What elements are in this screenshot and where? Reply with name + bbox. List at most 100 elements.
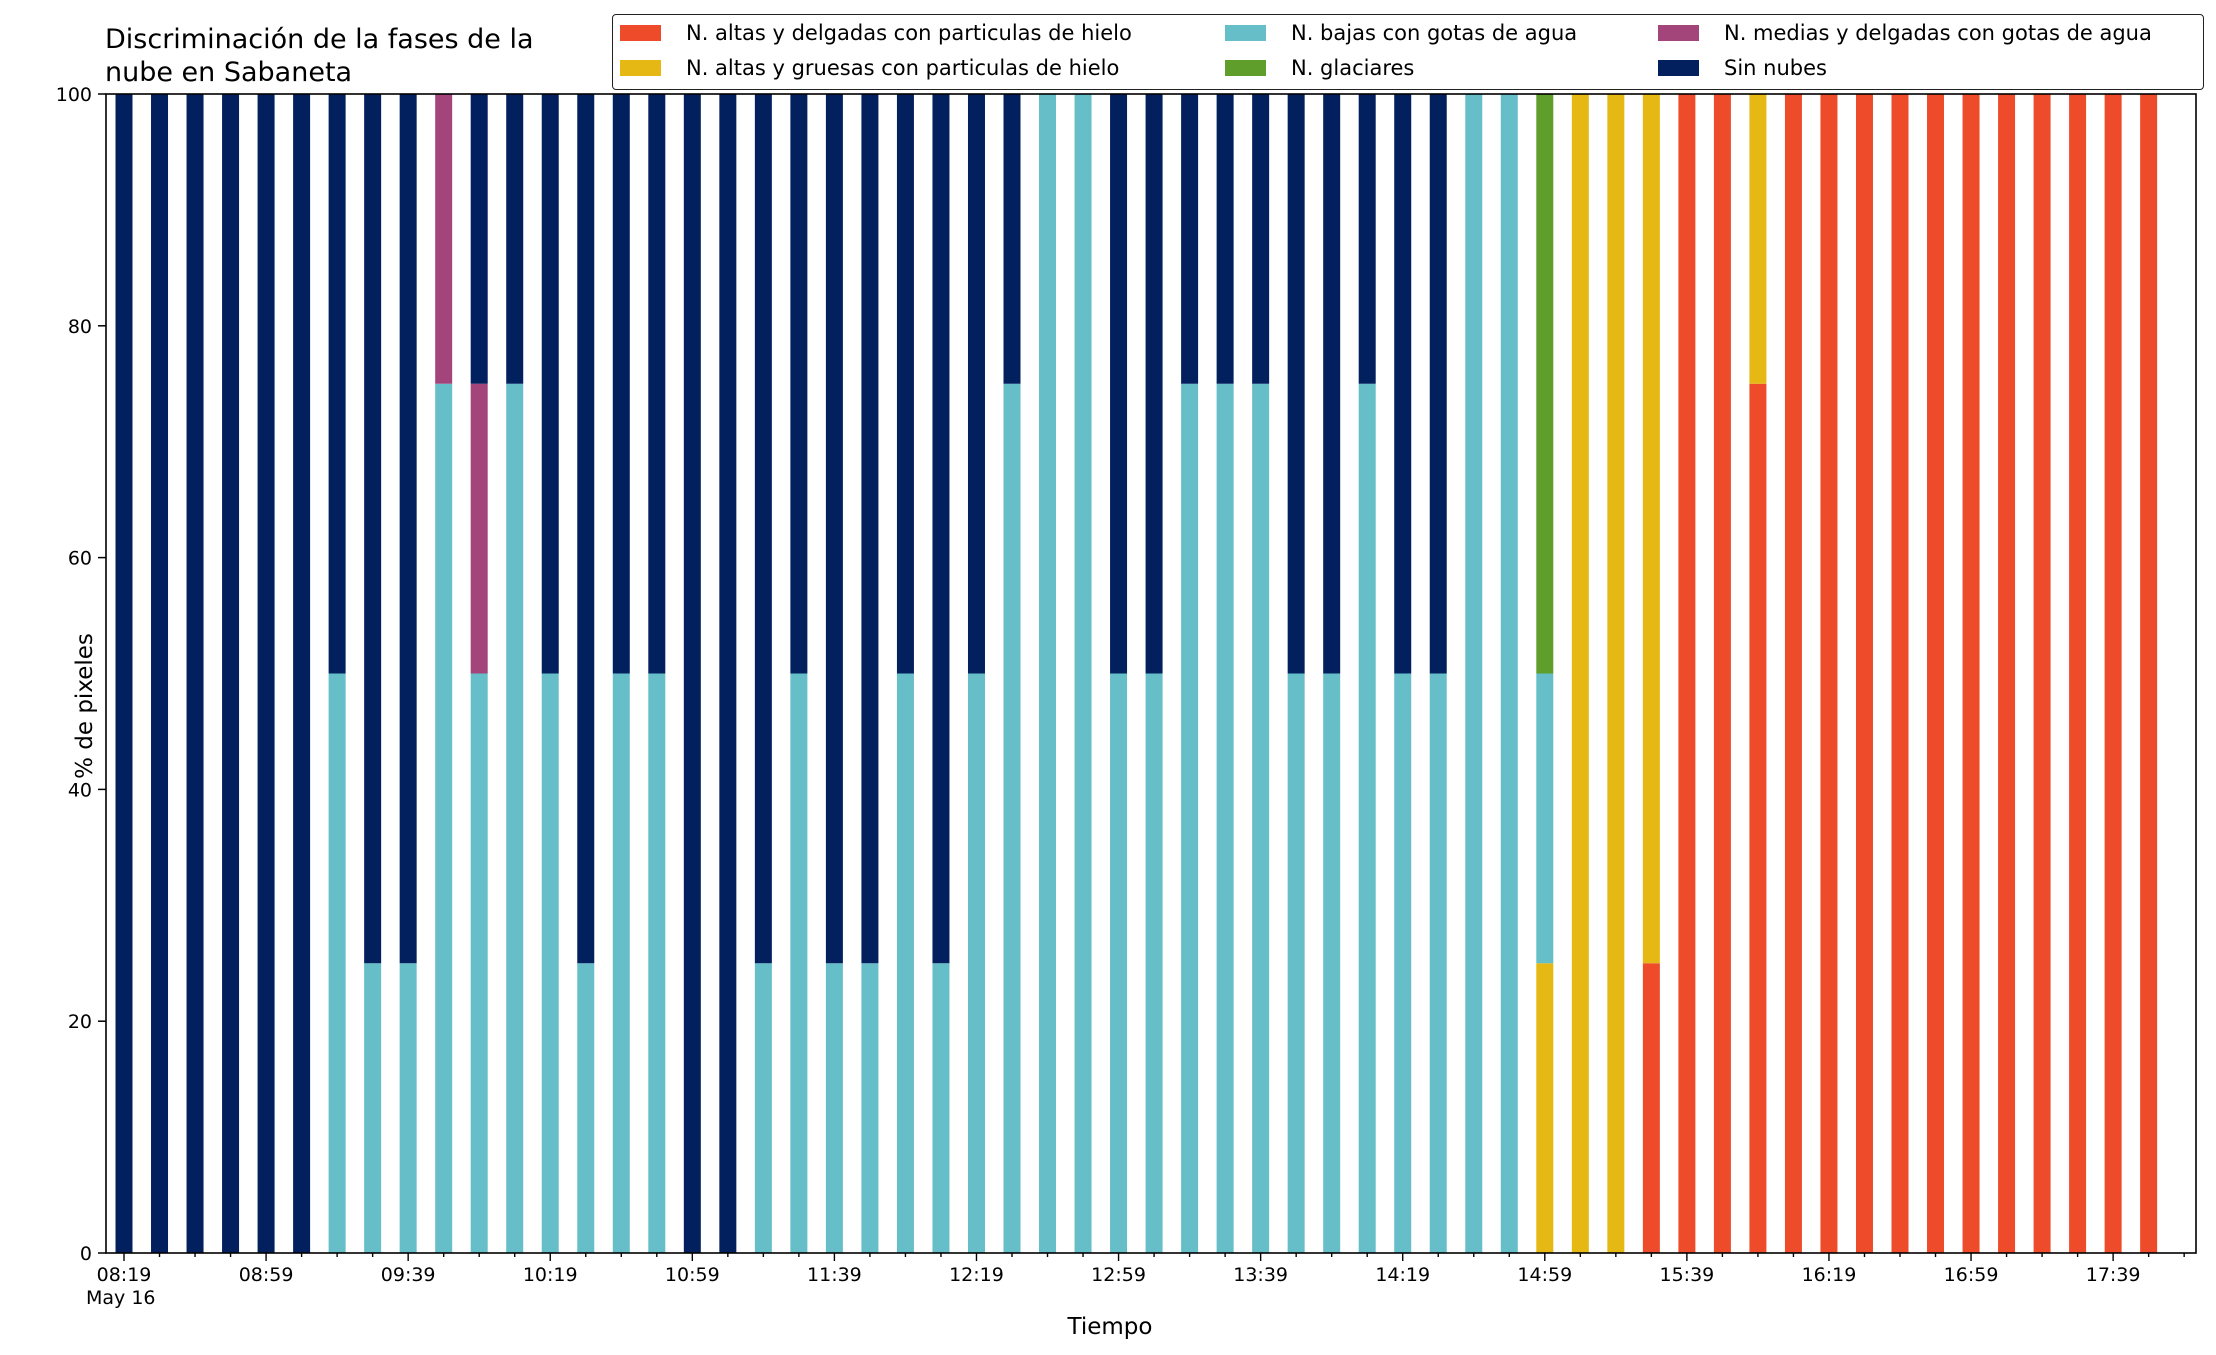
bar-segment-2-39 [1500,94,1518,1253]
y-tick-label: 80 [68,316,92,338]
bar-segment-2-31 [1216,383,1234,1253]
bar-segment-5-37 [1429,94,1447,674]
bar-segment-2-8 [399,963,417,1253]
bar-segment-0-47 [1784,94,1802,1253]
x-tick-label: 17:39 [2086,1264,2141,1286]
bar-segment-2-38 [1465,94,1483,1253]
x-tick-label: 10:19 [523,1264,578,1286]
bar-segment-0-48 [1820,94,1838,1253]
bar-segment-2-35 [1358,383,1376,1253]
bar-segment-5-22 [896,94,914,674]
bar-segment-2-40 [1536,673,1554,964]
x-tick-label: 16:19 [1802,1264,1857,1286]
bar-segment-2-29 [1145,673,1163,1253]
legend-swatch [620,25,661,41]
bar-segment-2-14 [612,673,630,1253]
bar-segment-2-30 [1181,383,1199,1253]
bar-segment-5-24 [967,94,985,674]
bar-segment-5-25 [1003,94,1021,384]
bar-segment-2-15 [648,673,666,1253]
bar-segment-5-31 [1216,94,1234,384]
bar-segment-0-55 [2069,94,2087,1253]
bar-segment-2-20 [825,963,843,1253]
bar-segment-2-26 [1039,94,1057,1253]
bar-segment-0-46 [1749,383,1767,1253]
bar-segment-5-0 [115,94,133,1253]
x-tick-label: 15:39 [1659,1264,1714,1286]
bar-segment-2-12 [541,673,559,1253]
bar-segment-2-32 [1252,383,1270,1253]
y-axis-label: % de pixeles [71,633,98,779]
legend-label: N. altas y delgadas con particulas de hi… [686,21,1132,45]
bar-segment-1-46 [1749,94,1767,384]
y-tick-label: 60 [68,548,92,570]
bar-segment-2-7 [364,963,382,1253]
bar-segment-5-20 [825,94,843,964]
y-tick-label: 0 [80,1243,92,1265]
x-axis: 08:19 08:59 09:39 10:19 10:59 11:39 12:19 12:59… [97,1253,2185,1286]
legend-item-sin-nubes: Sin nubes [1658,56,1827,80]
bar-segment-2-22 [896,673,914,1253]
legend-item-glaciares: N. glaciares [1225,56,1414,80]
bar-segment-3-40 [1536,94,1554,674]
x-tick-label: 08:59 [239,1264,294,1286]
bar-segment-0-54 [2033,94,2051,1253]
bar-segment-0-51 [1927,94,1945,1253]
bar-segment-5-30 [1181,94,1199,384]
x-tick-label: 16:59 [1944,1264,1999,1286]
bar-segment-2-19 [790,673,808,1253]
legend-item-bajas-gotas: N. bajas con gotas de agua [1225,21,1577,45]
bars-layer [115,94,2158,1253]
bar-segment-5-4 [257,94,275,1253]
x-tick-label: 11:39 [807,1264,862,1286]
bar-segment-2-6 [328,673,346,1253]
legend-swatch [1658,25,1699,41]
bar-segment-2-10 [470,673,488,1253]
legend-label: N. bajas con gotas de agua [1291,21,1578,45]
bar-segment-0-53 [1998,94,2016,1253]
legend-item-altas-delgadas: N. altas y delgadas con particulas de hi… [620,21,1132,45]
bar-segment-2-27 [1074,94,1092,1253]
bar-segment-0-43 [1642,963,1660,1253]
bar-segment-2-24 [967,673,985,1253]
bar-segment-1-41 [1571,94,1589,1253]
legend-item-altas-gruesas: N. altas y gruesas con particulas de hie… [620,56,1119,80]
bar-segment-0-44 [1678,94,1696,1253]
bar-segment-2-28 [1110,673,1128,1253]
bar-segment-2-25 [1003,383,1021,1253]
bar-segment-2-36 [1394,673,1412,1253]
bar-segment-0-49 [1855,94,1873,1253]
bar-segment-5-18 [754,94,772,964]
legend: N. altas y delgadas con particulas de hi… [612,14,2204,90]
chart-title-line-1: Discriminación de la fases de la [105,24,534,55]
bar-segment-5-1 [151,94,169,1253]
y-tick-label: 40 [68,779,92,801]
x-tick-label: 10:59 [665,1264,720,1286]
bar-segment-2-23 [932,963,950,1253]
chart-title-line-2: nube en Sabaneta [105,57,353,88]
bar-segment-0-57 [2140,94,2158,1253]
bar-segment-5-19 [790,94,808,674]
x-tick-label: 14:19 [1375,1264,1430,1286]
legend-label: N. medias y delgadas con gotas de agua [1724,21,2152,45]
bar-segment-5-10 [470,94,488,384]
bar-segment-5-2 [186,94,204,1253]
legend-label: Sin nubes [1724,56,1827,80]
x-tick-label: 14:59 [1517,1264,1572,1286]
legend-swatch [1225,60,1266,76]
x-tick-label: 12:19 [949,1264,1004,1286]
bar-segment-4-9 [435,94,453,384]
bar-segment-5-17 [719,94,737,1253]
bar-segment-5-33 [1287,94,1305,674]
bar-segment-5-21 [861,94,879,964]
bar-segment-5-14 [612,94,630,674]
bar-segment-2-34 [1323,673,1341,1253]
bar-segment-5-6 [328,94,346,674]
bar-segment-5-28 [1110,94,1128,674]
bar-segment-1-43 [1642,94,1660,964]
bar-segment-5-3 [222,94,240,1253]
bar-segment-2-37 [1429,673,1447,1253]
bar-segment-5-7 [364,94,382,964]
bar-segment-5-12 [541,94,559,674]
bar-segment-5-16 [683,94,701,1253]
